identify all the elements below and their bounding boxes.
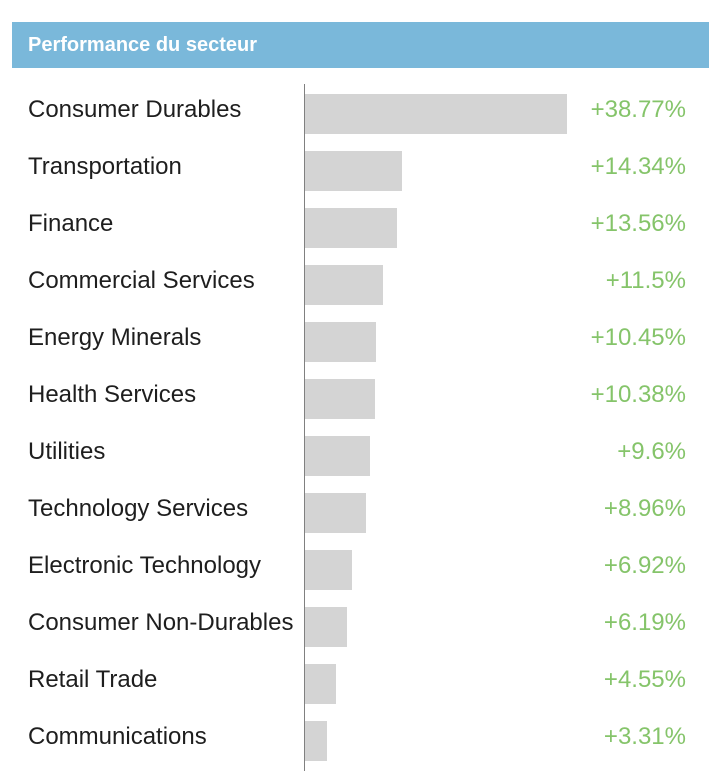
performance-value-electronic-technology: +6.92%	[603, 552, 686, 579]
performance-value-technology-services: +8.96%	[603, 495, 686, 522]
performance-bar-consumer-durables	[305, 94, 567, 134]
performance-bar-communications	[305, 721, 328, 761]
sector-label-technology-services: Technology Services	[28, 495, 249, 522]
performance-value-retail-trade: +4.55%	[603, 666, 686, 693]
category-axis-line	[304, 84, 305, 771]
sector-row-communications[interactable]: Communications +3.31%	[0, 712, 710, 769]
performance-bar-technology-services	[305, 493, 366, 533]
performance-bar-energy-minerals	[305, 322, 376, 362]
sector-label-finance: Finance	[28, 210, 114, 237]
sector-row-technology-services[interactable]: Technology Services +8.96%	[0, 484, 710, 541]
sector-label-energy-minerals: Energy Minerals	[28, 324, 202, 351]
sector-label-consumer-durables: Consumer Durables	[28, 96, 242, 123]
performance-value-transportation: +14.34%	[590, 153, 686, 180]
performance-value-utilities: +9.6%	[617, 438, 686, 465]
performance-value-energy-minerals: +10.45%	[590, 324, 686, 351]
performance-bar-consumer-non-durables	[305, 607, 347, 647]
sector-label-consumer-non-durables: Consumer Non-Durables	[28, 609, 294, 636]
sector-label-commercial-services: Commercial Services	[28, 267, 255, 294]
widget-header: Performance du secteur	[12, 22, 709, 68]
performance-bar-utilities	[305, 436, 370, 476]
sector-row-energy-minerals[interactable]: Energy Minerals +10.45%	[0, 313, 710, 370]
performance-bar-retail-trade	[305, 664, 336, 704]
performance-bar-commercial-services	[305, 265, 383, 305]
sector-row-finance[interactable]: Finance +13.56%	[0, 199, 710, 256]
performance-value-communications: +3.31%	[603, 723, 686, 750]
performance-bar-electronic-technology	[305, 550, 352, 590]
sector-label-communications: Communications	[28, 723, 207, 750]
sector-label-retail-trade: Retail Trade	[28, 666, 158, 693]
sector-label-transportation: Transportation	[28, 153, 182, 180]
sector-row-electronic-technology[interactable]: Electronic Technology +6.92%	[0, 541, 710, 598]
sector-row-retail-trade[interactable]: Retail Trade +4.55%	[0, 655, 710, 712]
sector-list: Consumer Durables +38.77% Transportation +1…	[0, 85, 710, 769]
performance-bar-finance	[305, 208, 397, 248]
sector-label-utilities: Utilities	[28, 438, 106, 465]
performance-value-commercial-services: +11.5%	[605, 267, 686, 294]
performance-value-health-services: +10.38%	[590, 381, 686, 408]
sector-label-health-services: Health Services	[28, 381, 197, 408]
sector-label-electronic-technology: Electronic Technology	[28, 552, 262, 579]
sector-row-utilities[interactable]: Utilities +9.6%	[0, 427, 710, 484]
chart-title: Performance du secteur	[28, 34, 257, 56]
performance-value-finance: +13.56%	[590, 210, 686, 237]
sector-row-consumer-durables[interactable]: Consumer Durables +38.77%	[0, 85, 710, 142]
sector-row-health-services[interactable]: Health Services +10.38%	[0, 370, 710, 427]
performance-bar-transportation	[305, 151, 402, 191]
performance-value-consumer-non-durables: +6.19%	[603, 609, 686, 636]
performance-bar-health-services	[305, 379, 376, 419]
sector-row-transportation[interactable]: Transportation +14.34%	[0, 142, 710, 199]
sector-row-commercial-services[interactable]: Commercial Services +11.5%	[0, 256, 710, 313]
sector-row-consumer-non-durables[interactable]: Consumer Non-Durables +6.19%	[0, 598, 710, 655]
performance-value-consumer-durables: +38.77%	[590, 96, 686, 123]
